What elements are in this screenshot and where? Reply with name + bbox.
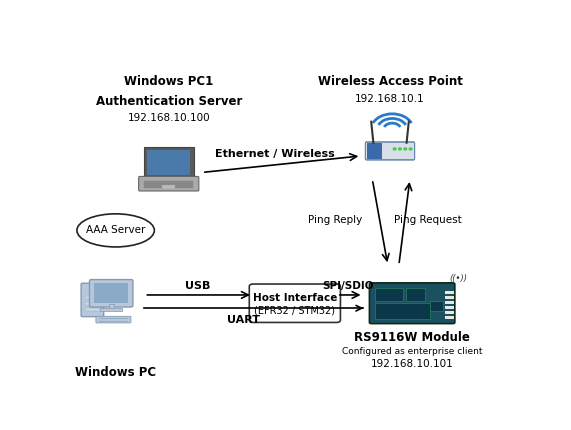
Circle shape [404,148,407,150]
Text: RS9116W Module: RS9116W Module [354,332,470,344]
FancyBboxPatch shape [367,143,383,159]
Circle shape [393,148,396,150]
Text: Ethernet / Wireless: Ethernet / Wireless [215,149,335,159]
Text: Ping Reply: Ping Reply [308,215,362,225]
Ellipse shape [77,214,154,247]
FancyBboxPatch shape [147,150,190,175]
Bar [100,308,122,311]
Text: ((•)): ((•)) [449,273,467,283]
FancyBboxPatch shape [143,147,194,178]
FancyBboxPatch shape [250,284,340,322]
FancyBboxPatch shape [90,280,133,307]
Text: 192.168.10.100: 192.168.10.100 [127,113,210,123]
Bar [445,316,454,319]
Polygon shape [367,143,381,159]
Text: Host Interface: Host Interface [252,293,337,303]
Bar [108,304,114,308]
FancyBboxPatch shape [144,181,193,188]
FancyBboxPatch shape [369,283,455,324]
Bar [85,302,100,305]
FancyBboxPatch shape [96,316,131,323]
FancyBboxPatch shape [375,303,429,319]
FancyBboxPatch shape [406,288,425,301]
FancyBboxPatch shape [375,288,403,301]
Bar [85,308,100,311]
Text: Windows PC: Windows PC [75,366,156,379]
Bar [99,318,128,319]
FancyBboxPatch shape [139,176,199,191]
Bar [445,292,454,294]
Text: Windows PC1: Windows PC1 [124,75,214,88]
Bar [445,296,454,299]
Text: USB: USB [185,281,210,291]
FancyBboxPatch shape [162,185,175,189]
Text: 192.168.10.101: 192.168.10.101 [371,359,453,369]
Text: UART: UART [227,315,260,325]
Circle shape [399,148,401,150]
Bar [85,296,100,299]
Bar [99,321,128,322]
Text: AAA Server: AAA Server [86,225,145,235]
Text: Authentication Server: Authentication Server [95,95,242,108]
Bar [445,301,454,304]
FancyBboxPatch shape [365,142,415,160]
Text: (EFR32 / STM32): (EFR32 / STM32) [254,306,335,316]
Text: Ping Request: Ping Request [394,215,461,225]
Bar [99,319,128,320]
Text: Wireless Access Point: Wireless Access Point [317,75,463,88]
Bar [445,307,454,309]
FancyBboxPatch shape [94,283,128,304]
Text: 192.168.10.1: 192.168.10.1 [355,94,425,104]
FancyBboxPatch shape [81,283,104,316]
FancyBboxPatch shape [430,301,443,310]
Bar [445,311,454,314]
Text: Configured as enterprise client: Configured as enterprise client [342,347,482,356]
Text: SPI/SDIO: SPI/SDIO [322,281,373,291]
Circle shape [409,148,412,150]
